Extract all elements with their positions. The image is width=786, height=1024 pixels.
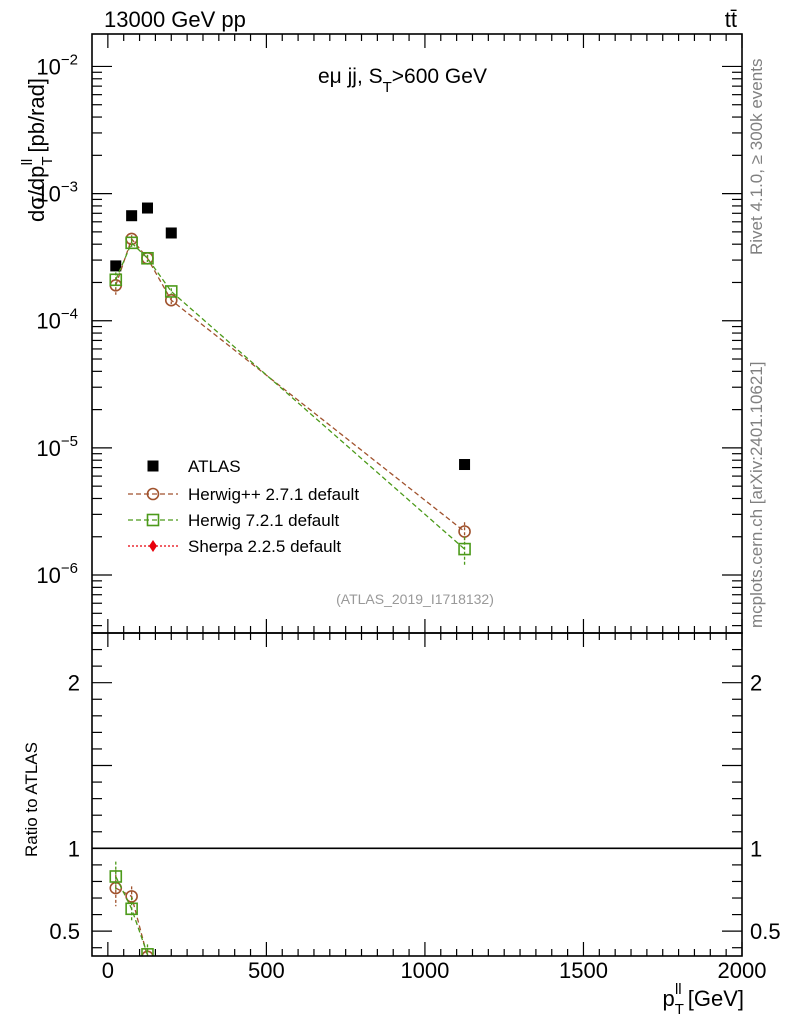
x-tick-label: 500 (248, 958, 285, 983)
data-point (149, 540, 157, 552)
process-label: tt̄ (725, 7, 737, 32)
y-tick-label-base: 10 (36, 182, 60, 207)
ratio-y-tick-label: 0.5 (49, 919, 80, 944)
x-axis-label: pTll [GeV] (663, 981, 744, 1018)
data-point (458, 542, 471, 556)
ratio-y-tick-label: 2 (68, 671, 80, 696)
data-point (141, 202, 153, 214)
mcplots-source-label: mcplots.cern.ch [arXiv:2401.10621] (747, 362, 766, 628)
ratio-y-tick-label-right: 1 (750, 836, 762, 861)
data-point (165, 227, 177, 239)
data-point (109, 273, 123, 287)
x-tick-label: 1000 (400, 958, 449, 983)
ratio-y-tick-label-right: 2 (750, 671, 762, 696)
y-tick-label-base: 10 (36, 309, 60, 334)
y-tick-label: 10−5 (36, 433, 78, 461)
legend-label: Herwig 7.2.1 default (188, 511, 339, 530)
data-point (459, 459, 471, 471)
data-point (110, 260, 122, 272)
y-tick-label: 10−3 (36, 179, 78, 207)
legend-label: Sherpa 2.2.5 default (188, 537, 341, 556)
ratio-axis-ticks: 0 500 1000 1500 2000 0.5 0.5 1 1 2 2 (49, 633, 781, 983)
y-tick-label-base: 10 (36, 563, 60, 588)
main-axis-ticks: 10−610−510−410−310−2 (36, 34, 743, 633)
ratio-frame (91, 632, 743, 957)
ratio-data (109, 861, 154, 956)
ratio-panel: 0 500 1000 1500 2000 0.5 0.5 1 1 2 2 Ratio to ATLA… (22, 632, 781, 1018)
data-point (141, 251, 154, 265)
x-tick-label: 1500 (559, 958, 608, 983)
data-point (164, 285, 178, 298)
y-tick-label-exp: −4 (61, 306, 78, 323)
analysis-id-label: (ATLAS_2019_I1718132) (336, 591, 494, 607)
ratio-ylabel: Ratio to ATLAS (22, 742, 41, 857)
legend: ATLAS Herwig++ 2.7.1 default Herwig 7.2.1 … (128, 457, 359, 556)
data-point (147, 460, 159, 472)
y-tick-label: 10−6 (36, 560, 78, 588)
data-point (125, 236, 138, 250)
data-point (109, 870, 123, 883)
rivet-version-label: Rivet 4.1.0, ≥ 300k events (747, 59, 766, 255)
beam-label: 13000 GeV pp (104, 7, 246, 32)
legend-label: ATLAS (188, 457, 241, 476)
data-point (125, 890, 138, 903)
y-tick-label-exp: −2 (61, 51, 78, 68)
main-data (109, 202, 471, 565)
y-tick-label-base: 10 (36, 436, 60, 461)
data-point (126, 210, 138, 222)
data-point (146, 487, 160, 501)
data-point (125, 902, 138, 916)
x-tick-label: 2000 (718, 958, 767, 983)
y-tick-label-exp: −5 (61, 433, 78, 450)
legend-label: Herwig++ 2.7.1 default (188, 485, 359, 504)
series-line (115, 241, 465, 550)
y-tick-label-exp: −6 (61, 560, 78, 577)
y-tick-label-exp: −3 (61, 179, 78, 196)
data-point (146, 513, 160, 527)
y-tick-label-base: 10 (36, 54, 60, 79)
main-ylabel: dσ/dpTll [pb/rad] (19, 78, 56, 222)
main-panel: 10−610−510−410−310−2 eμ jj, ST>600 GeV d… (19, 33, 743, 634)
y-tick-label: 10−4 (36, 306, 78, 334)
ratio-series-line (115, 887, 148, 956)
main-title: eμ jj, ST>600 GeV (318, 65, 487, 96)
ratio-y-tick-label-right: 0.5 (750, 919, 781, 944)
data-point (141, 948, 154, 956)
y-tick-label: 10−2 (36, 51, 78, 79)
ratio-y-tick-label: 1 (68, 836, 80, 861)
x-tick-label: 0 (102, 958, 114, 983)
